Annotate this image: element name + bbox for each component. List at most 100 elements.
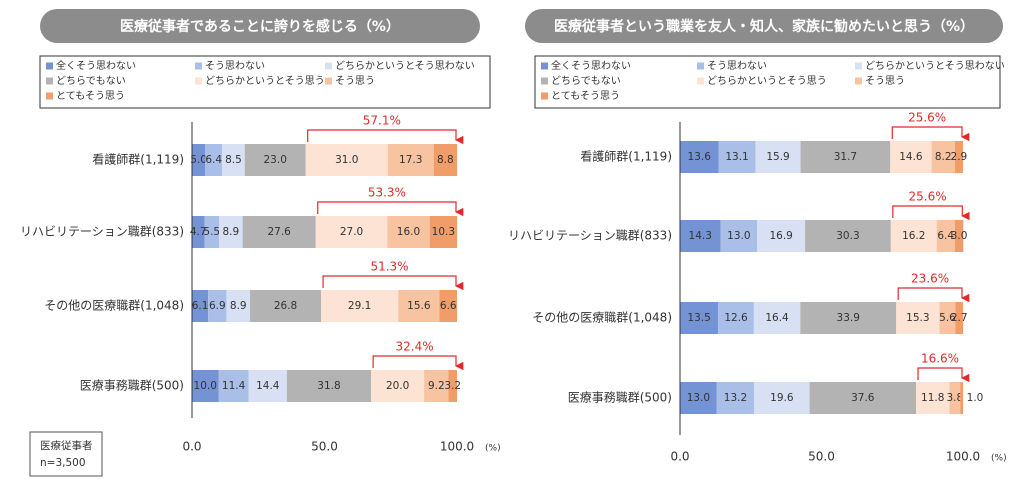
bar-segment [754,382,810,414]
value-label: 4.7 [190,226,207,238]
bar-segment [800,141,891,173]
value-label: 14.6 [899,151,923,163]
bracket [897,287,970,303]
value-label: 23.0 [264,154,287,166]
legend-swatch [46,77,53,85]
bracket [317,201,464,217]
legend-swatch [697,62,704,70]
value-label: 15.6 [407,300,431,312]
x-tick-label: 0.0 [670,450,689,464]
value-label: 5.5 [203,226,220,238]
value-label: 16.2 [902,230,925,242]
value-label: 13.6 [688,151,712,163]
bracket [307,129,464,145]
legend-label: そう思わない [707,60,767,72]
bar-segment [286,370,372,402]
x-tick-label: 100.0 [440,440,474,454]
value-label: 27.0 [340,226,363,238]
legend-swatch [195,77,202,85]
bar-segment [371,370,425,402]
legend-swatch [541,92,548,100]
value-label: 10.3 [432,226,455,238]
bar-segment [218,370,249,402]
value-label: 14.4 [256,380,280,392]
value-label: 8.9 [222,226,239,238]
bar-segment [219,216,243,248]
value-label: 8.9 [230,300,247,312]
bar-segment [720,220,758,252]
bracket-label: 16.6% [921,352,959,366]
value-label: 6.4 [205,154,222,166]
title-pill [525,9,1003,43]
bar-segment [916,382,950,414]
legend-swatch [541,62,548,70]
bar-segment [718,302,754,334]
category-label: 医療事務職群(500) [568,391,672,405]
bar-segment [753,302,801,334]
legend-swatch [325,62,332,70]
value-label: 13.2 [724,392,747,404]
bar-segment [890,141,932,173]
legend-swatch [855,77,862,85]
bar-segment [939,302,956,334]
value-label: 8.2 [935,151,952,163]
bracket-label: 32.4% [396,340,434,354]
value-label: 16.0 [397,226,420,238]
bar-segment [716,382,755,414]
value-label: 6.1 [192,300,209,312]
value-label: 13.0 [687,392,710,404]
bracket [891,126,970,142]
legend-swatch [325,77,332,85]
bar-segment [960,382,963,414]
value-label: 16.9 [769,230,792,242]
bracket [892,205,970,221]
value-label: 3.0 [951,230,968,242]
bracket-label: 57.1% [363,114,401,128]
bar-segment [387,216,430,248]
bar-segment [800,302,897,334]
legend-swatch [541,77,548,85]
value-label: 1.0 [967,392,984,404]
legend-box [39,55,491,109]
bar-segment [954,220,964,252]
category-label: リハビリテーション職群(833) [20,225,184,239]
bar-segment [954,141,963,173]
note-line: 医療従事者 [40,439,93,452]
bar-segment [242,216,316,248]
legend-label: どちらかというとそう思わない [335,60,475,72]
category-label: その他の医療職群(1,048) [532,311,672,325]
legend-label: 全くそう思わない [56,59,136,72]
bar-segment [222,144,245,176]
value-label: 29.1 [348,300,371,312]
bar-segment [387,144,434,176]
legend-label: どちらかというとそう思う [205,75,325,87]
bar-segment [718,141,756,173]
value-label: 13.0 [727,230,750,242]
bar-segment [244,144,306,176]
chart-title: 医療従事者であることに誇りを感じる（%） [120,18,400,35]
bar-segment [680,382,717,414]
bracket [372,355,464,371]
legend-swatch [46,92,53,100]
value-label: 31.7 [834,151,857,163]
value-label: 10.0 [194,380,217,392]
legend-label: 全くそう思わない [551,59,631,72]
legend-swatch [195,62,202,70]
value-label: 5.6 [939,312,956,324]
bar-segment [439,290,457,322]
value-label: 3.8 [946,392,963,404]
bar-segment [315,216,388,248]
bracket-label: 51.3% [370,260,408,274]
legend-label: そう思う [865,75,905,87]
value-label: 11.8 [921,392,944,404]
legend-label: どちらでもない [56,75,126,87]
legend-label: どちらでもない [551,75,621,87]
value-label: 9.2 [428,380,445,392]
bar-segment [205,144,223,176]
category-label: 看護師群(1,119) [92,152,184,167]
value-label: 17.3 [399,154,422,166]
bar-segment [398,290,440,322]
bar-segment [936,220,955,252]
legend-swatch [46,62,53,70]
